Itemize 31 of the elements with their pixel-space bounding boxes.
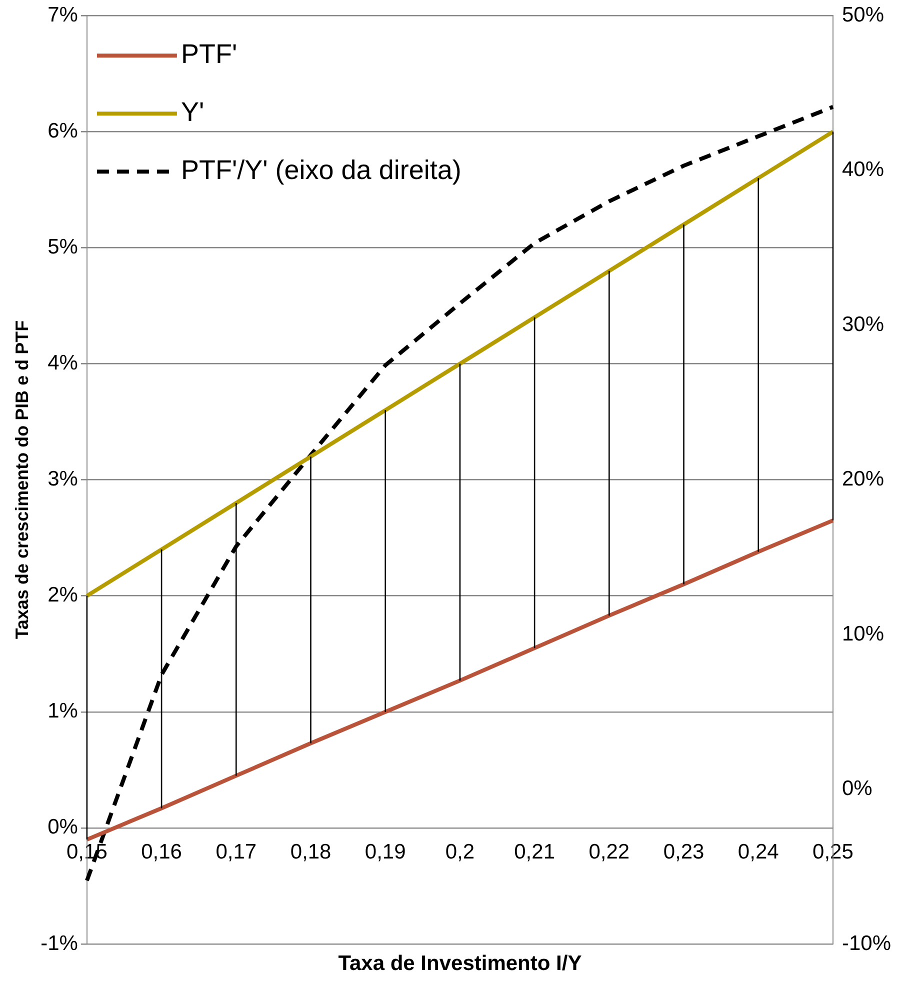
- x-tick-label: 0,25: [812, 840, 854, 864]
- y2-tick-label: 20%: [842, 468, 884, 491]
- y-tick-label: 1%: [48, 700, 78, 723]
- y-axis-title: Taxas de crescimento do PIB e d PTF: [12, 320, 32, 640]
- x-tick-label: 0,23: [663, 840, 704, 864]
- y-tick-label: 5%: [48, 235, 78, 258]
- x-tick-label: 0,22: [588, 840, 630, 864]
- x-tick-label: 0,2: [445, 840, 475, 864]
- y2-tick-label: 50%: [842, 3, 884, 26]
- y-tick-label: 6%: [48, 119, 78, 142]
- y-tick-label: -1%: [40, 932, 78, 955]
- y-tick-label: 2%: [48, 584, 78, 607]
- x-tick-label: 0,17: [216, 840, 257, 864]
- y2-tick-label: 40%: [842, 158, 884, 182]
- y2-tick-label: 0%: [842, 777, 872, 800]
- y2-tick-label: 30%: [842, 312, 884, 336]
- y-tick-label: 3%: [48, 468, 78, 491]
- y2-tick-label: -10%: [842, 932, 892, 955]
- y-tick-label: 7%: [48, 3, 78, 26]
- x-tick-label: 0,19: [364, 840, 406, 864]
- y2-tick-label: 10%: [842, 622, 884, 646]
- legend-label: PTF': [180, 39, 238, 70]
- x-tick-label: 0,24: [738, 840, 780, 864]
- legend-label: Y': [180, 97, 204, 128]
- legend-label: PTF'/Y' (eixo da direita): [180, 155, 462, 186]
- y-tick-label: 0%: [48, 816, 78, 839]
- x-tick-label: 0,16: [141, 840, 182, 864]
- y-tick-label: 4%: [48, 352, 78, 375]
- x-tick-label: 0,18: [290, 840, 332, 864]
- x-tick-label: 0,21: [514, 840, 555, 864]
- x-axis-title: Taxa de Investimento I/Y: [338, 952, 582, 975]
